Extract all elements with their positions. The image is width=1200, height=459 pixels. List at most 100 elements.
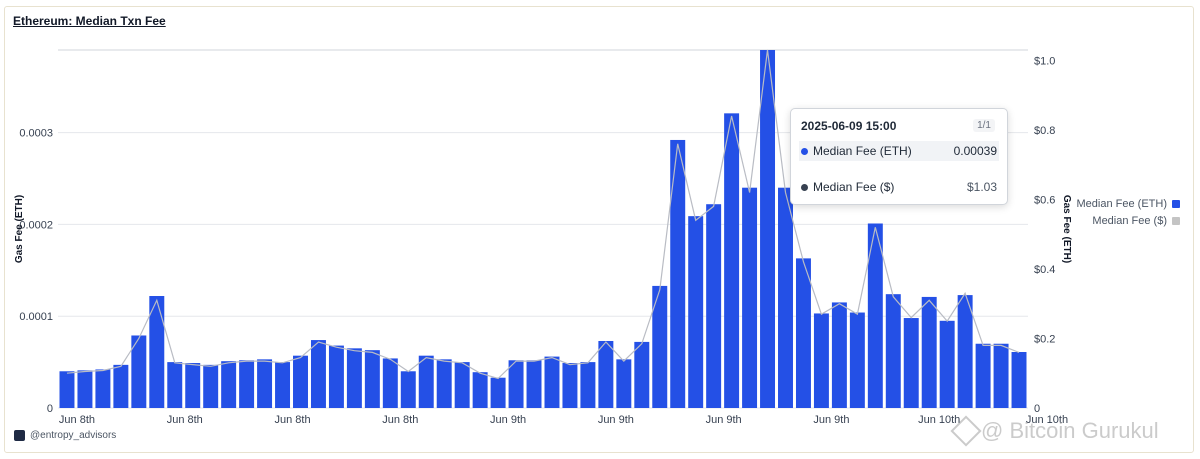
bar xyxy=(903,318,919,408)
y-tick-label-left: 0.0002 xyxy=(19,219,53,231)
tooltip-row-usd: Median Fee ($) $1.03 xyxy=(799,177,999,197)
bar xyxy=(849,312,865,408)
bar xyxy=(778,187,793,408)
x-tick-label: Jun 8th xyxy=(274,414,310,426)
y-axis-title-right: Gas Fee (ETH) xyxy=(1061,195,1072,263)
y-tick-label-right: $0.6 xyxy=(1034,194,1055,206)
entropy-logo-icon xyxy=(14,430,25,441)
legend-label: Median Fee (ETH) xyxy=(1076,197,1167,210)
footer-handle[interactable]: @entropy_advisors xyxy=(30,430,117,441)
bar xyxy=(382,358,398,408)
x-tick-label: Jun 9th xyxy=(490,414,526,426)
x-tick-label: Jun 9th xyxy=(813,414,849,426)
x-tick-label: Jun 9th xyxy=(706,414,742,426)
bar xyxy=(59,371,75,408)
bar xyxy=(328,345,344,408)
footer: @entropy_advisors xyxy=(14,430,116,441)
bar xyxy=(598,340,614,408)
bar xyxy=(454,362,470,408)
tooltip-value: 0.00039 xyxy=(953,144,997,158)
x-tick-label: Jun 8th xyxy=(59,414,95,426)
x-tick-label: Jun 8th xyxy=(382,414,418,426)
bar xyxy=(760,50,776,408)
bar xyxy=(831,302,847,408)
bar xyxy=(993,343,1009,408)
bar xyxy=(652,285,668,408)
bar xyxy=(113,364,129,408)
bar xyxy=(239,360,255,408)
tooltip-label: Median Fee ($) xyxy=(813,180,895,194)
y-tick-label-right: $1.0 xyxy=(1034,55,1055,67)
legend-swatch xyxy=(1172,199,1180,208)
bar xyxy=(562,363,578,408)
bar xyxy=(203,364,219,408)
bar xyxy=(813,313,829,408)
y-tick-label-right: $0.4 xyxy=(1034,264,1055,276)
bar xyxy=(310,340,326,408)
bar xyxy=(688,216,704,408)
legend: Median Fee (ETH) Median Fee ($) xyxy=(1076,195,1180,229)
y-axis-title-left: Gas Fee (ETH) xyxy=(14,195,25,263)
bar xyxy=(975,343,991,408)
bar xyxy=(957,295,973,408)
watermark-logo-icon xyxy=(950,415,982,447)
tooltip-value: $1.03 xyxy=(966,180,997,194)
legend-swatch xyxy=(1172,216,1180,225)
watermark-text: @ Bitcoin Gurukul xyxy=(981,418,1159,443)
bar xyxy=(724,113,740,408)
bar xyxy=(221,361,237,408)
bar xyxy=(95,369,111,408)
bar xyxy=(580,362,596,408)
bar xyxy=(634,341,650,408)
x-tick-label: Jun 9th xyxy=(598,414,634,426)
series-line-usd xyxy=(66,49,1020,380)
bar xyxy=(490,377,506,408)
tooltip-label: Median Fee (ETH) xyxy=(813,144,912,158)
bar xyxy=(77,370,93,408)
bar xyxy=(167,362,183,408)
bar xyxy=(939,320,955,408)
bar xyxy=(526,360,542,408)
y-tick-label-right: $0.8 xyxy=(1034,125,1055,137)
watermark: @ Bitcoin Gurukul xyxy=(950,415,1159,447)
x-tick-label: Jun 8th xyxy=(167,414,203,426)
x-tick-label: Jun 10th xyxy=(918,414,960,426)
chart-title[interactable]: Ethereum: Median Txn Fee xyxy=(13,14,166,28)
legend-item-usd[interactable]: Median Fee ($) xyxy=(1076,212,1180,229)
y-tick-label-right: 0 xyxy=(1034,403,1040,415)
bar xyxy=(257,359,273,408)
legend-item-eth[interactable]: Median Fee (ETH) xyxy=(1076,195,1180,212)
bar xyxy=(472,372,488,408)
bar xyxy=(616,359,632,408)
bar xyxy=(885,294,901,408)
bar xyxy=(670,139,686,408)
bar xyxy=(131,335,147,408)
series-dot-icon xyxy=(801,147,808,155)
bar xyxy=(544,356,560,408)
bar xyxy=(275,362,291,408)
tooltip-timestamp: 2025-06-09 15:00 xyxy=(801,119,897,133)
bar xyxy=(346,348,362,408)
bar xyxy=(508,360,524,408)
bar xyxy=(795,258,811,408)
bar xyxy=(293,355,308,408)
y-tick-label-left: 0.0003 xyxy=(19,128,53,140)
bar xyxy=(364,350,380,408)
y-tick-label-left: 0.0001 xyxy=(19,311,53,323)
bar xyxy=(921,296,937,408)
y-tick-label-right: $0.2 xyxy=(1034,333,1055,345)
bar xyxy=(742,187,758,408)
bar xyxy=(185,363,201,408)
bar xyxy=(706,204,722,408)
y-tick-label-left: 0 xyxy=(47,403,53,415)
bar xyxy=(400,371,416,408)
x-tick-label: Jun 10th xyxy=(1026,414,1068,426)
bar xyxy=(867,223,883,408)
bar xyxy=(436,359,452,408)
legend-label: Median Fee ($) xyxy=(1092,214,1167,227)
bar xyxy=(149,296,165,408)
bar xyxy=(1011,352,1027,408)
tooltip-page-indicator: 1/1 xyxy=(973,119,995,132)
tooltip-row-eth: Median Fee (ETH) 0.00039 xyxy=(799,141,999,161)
